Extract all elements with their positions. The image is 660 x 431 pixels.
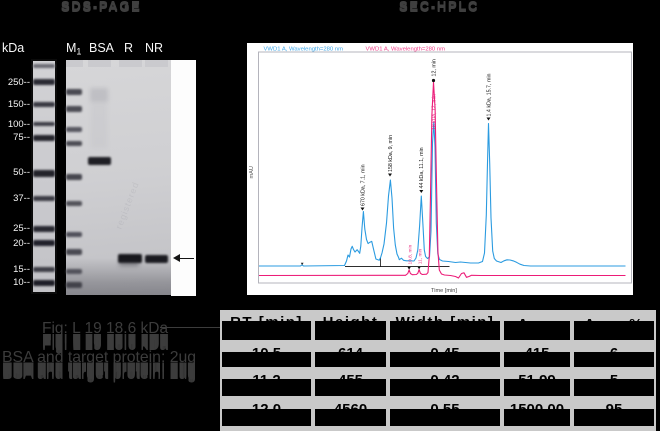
svg-text:44 kDa, 11.1, min: 44 kDa, 11.1, min	[419, 147, 425, 188]
svg-text:10.8, min: 10.8, min	[407, 244, 413, 264]
svg-text:18 kDa, 12, min: 18 kDa, 12, min	[431, 94, 437, 130]
svg-text:158 kDa, 9, min: 158 kDa, 9, min	[387, 135, 393, 172]
svg-text:Time [min]: Time [min]	[431, 288, 457, 294]
svg-text:1.4 kDa, 15.7, min: 1.4 kDa, 15.7, min	[486, 73, 492, 116]
svg-text:670 kDa, 7.1, min: 670 kDa, 7.1, min	[360, 164, 366, 206]
svg-text:11, min: 11, min	[417, 248, 423, 264]
svg-text:mAU: mAU	[249, 166, 255, 178]
svg-text:VWD1 A, Wavelength=280 nm: VWD1 A, Wavelength=280 nm	[263, 47, 343, 53]
svg-text:12, min: 12, min	[431, 59, 437, 76]
svg-text:VWD1 A, Wavelength=280 nm: VWD1 A, Wavelength=280 nm	[365, 47, 445, 53]
